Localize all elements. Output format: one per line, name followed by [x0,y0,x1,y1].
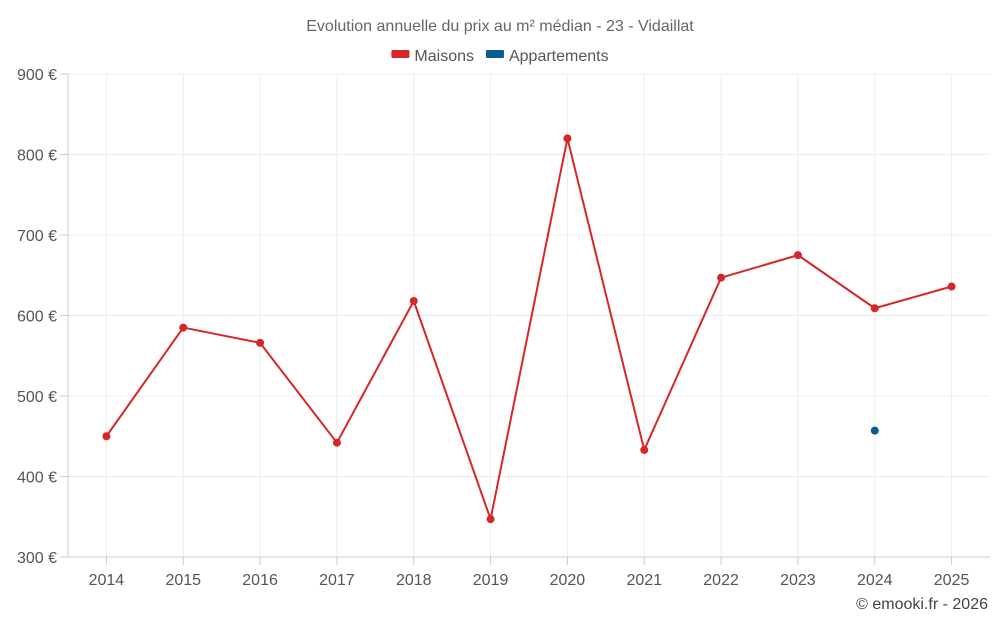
series-appartements [870,426,879,435]
data-point-appartements[interactable] [870,426,879,435]
x-tick-label: 2025 [934,572,970,589]
y-tick-label: 800 € [17,148,57,165]
legend-swatch [485,50,504,58]
y-tick-label: 600 € [17,309,57,326]
y-tick-label: 700 € [17,228,57,245]
y-tick-label: 900 € [17,67,57,84]
x-tick-label: 2022 [703,572,739,589]
y-tick-label: 300 € [17,550,57,567]
x-tick-label: 2020 [550,572,586,589]
x-tick-label: 2019 [473,572,509,589]
legend: Maisons Appartements [391,48,609,65]
x-tick-label: 2017 [319,572,355,589]
credit-text: © emooki.fr - 2026 [856,596,988,613]
data-point-maisons[interactable] [870,304,879,313]
legend-label: Maisons [414,48,474,65]
legend-item-maisons[interactable]: Maisons [391,48,474,65]
x-tick-label: 2016 [242,572,278,589]
legend-label: Appartements [509,48,609,65]
y-axis: 300 € 400 € 500 € 600 € 700 € 800 € 900 € [17,67,69,567]
series-maisons [102,134,956,524]
x-tick-label: 2018 [396,572,432,589]
chart-title: Evolution annuelle du prix au m² médian … [306,18,694,35]
y-tick-label: 400 € [17,470,57,487]
data-point-maisons[interactable] [332,438,341,447]
legend-item-appartements[interactable]: Appartements [485,48,609,65]
x-tick-label: 2015 [165,572,201,589]
data-point-maisons[interactable] [486,515,495,524]
x-tick-label: 2024 [857,572,893,589]
legend-swatch [391,50,410,58]
y-gridlines [68,73,990,558]
data-point-maisons[interactable] [793,251,802,260]
x-tick-label: 2023 [780,572,816,589]
x-tick-label: 2014 [89,572,125,589]
data-point-maisons[interactable] [179,323,188,332]
data-point-maisons[interactable] [640,445,649,454]
data-point-maisons[interactable] [717,273,726,282]
x-tick-label: 2021 [626,572,662,589]
series-layer [102,134,956,524]
data-point-maisons[interactable] [409,297,418,306]
series-line-maisons [105,137,952,521]
data-point-maisons[interactable] [102,432,111,441]
data-point-maisons[interactable] [256,338,265,347]
x-axis: 2014 2015 2016 2017 2018 2019 2020 2021 2022 2023… [68,556,990,589]
data-point-maisons[interactable] [563,134,572,143]
y-tick-label: 500 € [17,389,57,406]
data-point-maisons[interactable] [947,282,956,291]
x-gridlines [105,74,953,557]
